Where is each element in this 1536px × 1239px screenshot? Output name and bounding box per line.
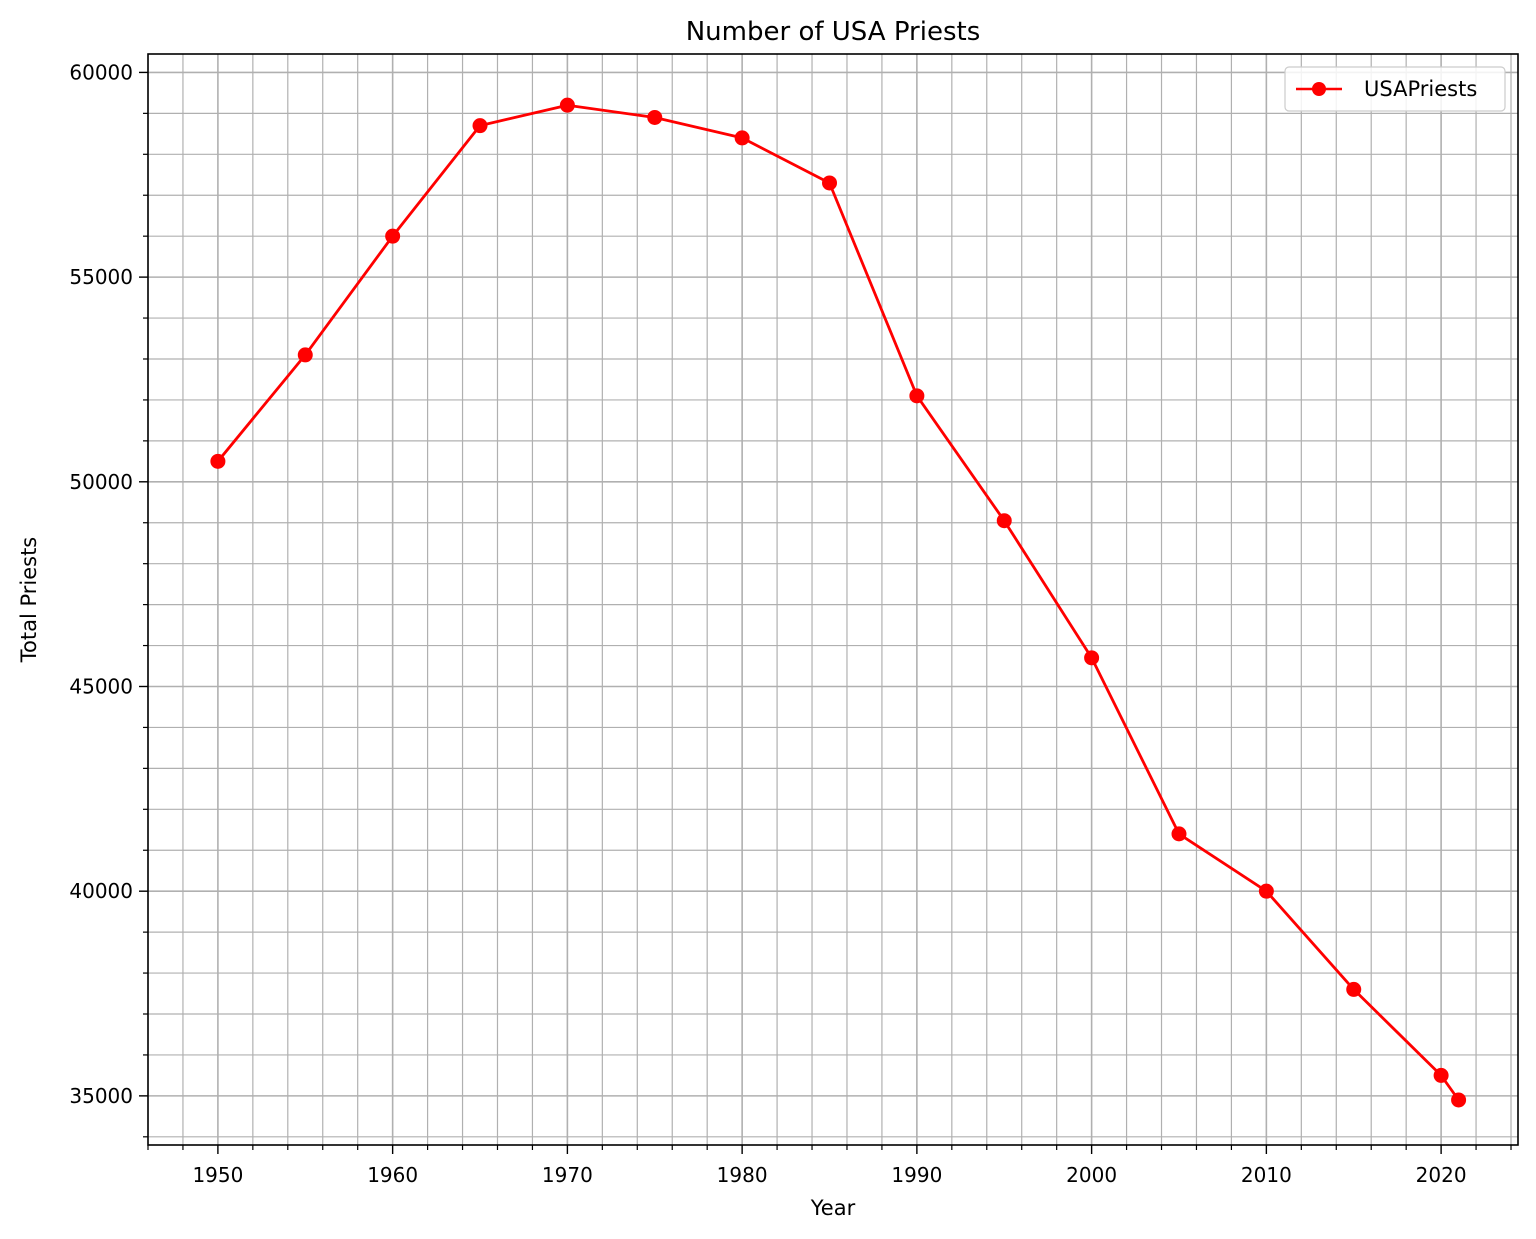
axis-ticks: 1950 1960 1970 1980 1990 2000 2010 2020 35000 400… xyxy=(69,60,1512,1187)
data-point xyxy=(1451,1092,1467,1108)
major-grid xyxy=(148,54,1518,1145)
x-tick-label: 1970 xyxy=(542,1163,593,1187)
legend-marker-swatch xyxy=(1312,82,1326,96)
x-axis-label: Year xyxy=(810,1196,856,1220)
legend: USAPriests xyxy=(1284,66,1506,112)
data-point xyxy=(822,175,838,191)
legend-box xyxy=(1284,66,1506,112)
x-tick-label: 1950 xyxy=(192,1163,243,1187)
minor-grid xyxy=(147,54,1518,1145)
x-tick-label: 2010 xyxy=(1241,1163,1292,1187)
data-point xyxy=(472,118,488,134)
data-point xyxy=(297,347,313,363)
data-point xyxy=(1258,883,1274,899)
data-point xyxy=(385,228,401,244)
y-tick-label: 35000 xyxy=(69,1084,133,1108)
x-tick-label: 1990 xyxy=(891,1163,942,1187)
y-tick-label: 60000 xyxy=(69,60,133,84)
plot-frame xyxy=(147,53,1519,1146)
data-point xyxy=(734,130,750,146)
chart-title: Number of USA Priests xyxy=(686,17,981,47)
data-point xyxy=(647,109,663,125)
y-tick-label: 40000 xyxy=(69,879,133,903)
y-tick-label: 50000 xyxy=(69,470,133,494)
legend-entry-usapriests: USAPriests xyxy=(1364,77,1477,101)
series-layer xyxy=(210,97,1467,1108)
data-point xyxy=(1433,1067,1449,1083)
y-tick-label: 55000 xyxy=(69,265,133,289)
x-tick-label: 1980 xyxy=(717,1163,768,1187)
y-axis-label: Total Priests xyxy=(17,537,41,664)
data-point xyxy=(210,453,226,469)
x-tick-label: 2000 xyxy=(1066,1163,1117,1187)
data-point xyxy=(559,97,575,113)
y-tick-label: 45000 xyxy=(69,674,133,698)
data-point xyxy=(996,513,1012,529)
data-point xyxy=(909,388,925,404)
data-point xyxy=(1346,981,1362,997)
data-point xyxy=(1084,650,1100,666)
x-tick-label: 2020 xyxy=(1416,1163,1467,1187)
data-point xyxy=(1171,826,1187,842)
x-tick-label: 1960 xyxy=(367,1163,418,1187)
series-line-usapriests xyxy=(216,103,1460,1101)
